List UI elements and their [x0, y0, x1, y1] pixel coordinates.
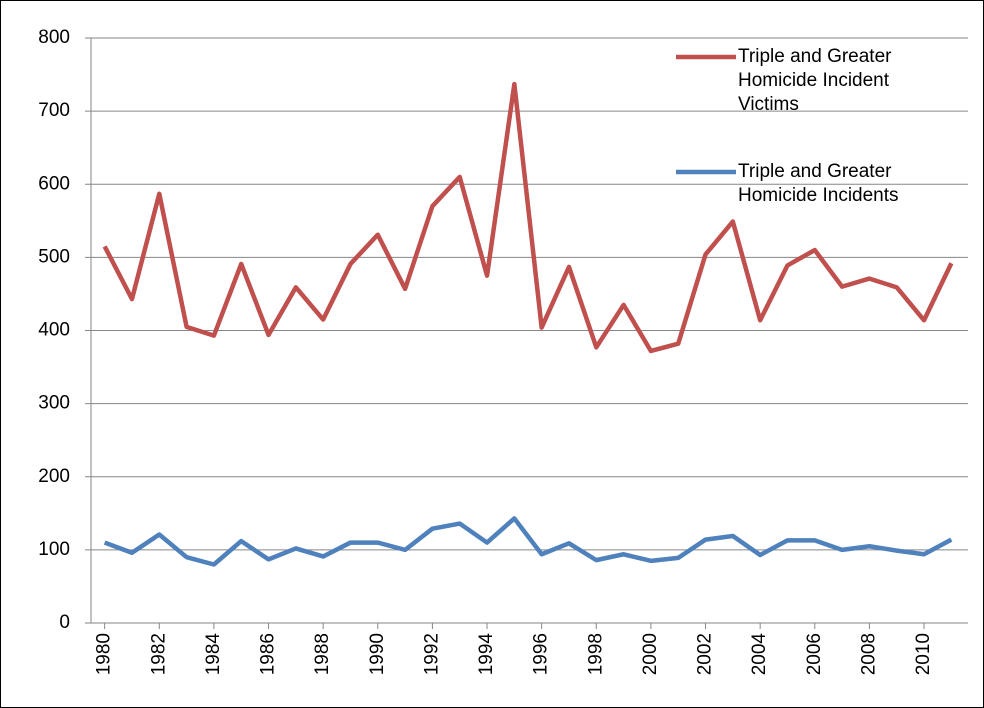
legend-label: Triple and Greater Homicide Incidents: [738, 161, 899, 206]
x-tick-label: 1982: [148, 633, 169, 675]
x-tick-label: 1980: [94, 633, 115, 675]
series-line: [103, 516, 953, 567]
y-tick-label: 800: [38, 27, 70, 48]
x-tick-label: 1986: [258, 633, 279, 675]
series-line: [102, 81, 954, 354]
x-tick-label: 1984: [203, 633, 224, 676]
y-tick-label: 0: [59, 612, 70, 633]
y-tick-label: 100: [38, 539, 70, 560]
x-tick-label: 1990: [367, 633, 388, 675]
x-tick-label: 1988: [312, 633, 333, 675]
x-tick-label: 2010: [913, 633, 934, 675]
y-tick-label: 700: [38, 100, 70, 121]
y-tick-label: 400: [38, 320, 70, 341]
x-tick-label: 2004: [749, 633, 770, 676]
x-tick-label: 2000: [640, 633, 661, 675]
y-tick-label: 200: [38, 466, 70, 487]
legend-label: Triple and Greater Homicide Incident Vic…: [738, 46, 892, 115]
x-tick-label: 2008: [858, 633, 879, 675]
x-tick-label: 1994: [476, 633, 497, 676]
y-tick-label: 600: [38, 173, 70, 194]
x-tick-label: 1996: [531, 633, 552, 675]
x-tick-label: 1992: [421, 633, 442, 675]
x-tick-label: 2002: [695, 633, 716, 675]
x-tick-label: 1998: [585, 633, 606, 675]
x-tick-label: 2006: [804, 633, 825, 675]
y-tick-label: 500: [38, 246, 70, 267]
y-tick-label: 300: [38, 393, 70, 414]
